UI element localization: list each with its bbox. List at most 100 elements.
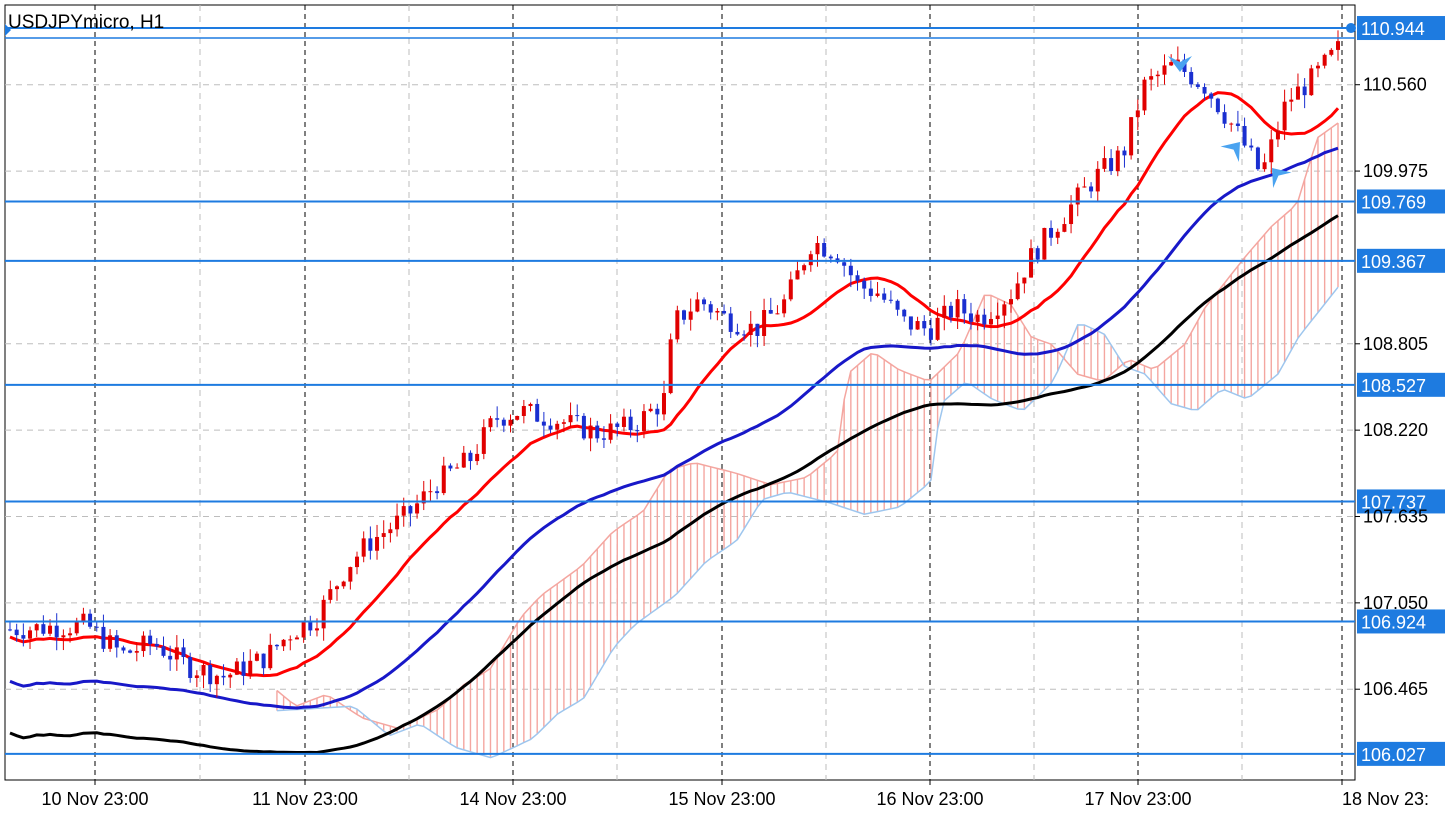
candle-body <box>675 310 680 340</box>
candle-body <box>455 467 460 469</box>
candle-body <box>768 310 773 314</box>
candle-body <box>375 536 380 551</box>
candle-body <box>1029 248 1034 278</box>
candle-body <box>321 599 326 629</box>
candle-body <box>201 664 206 676</box>
candle-body <box>501 419 506 426</box>
candle-body <box>862 280 867 289</box>
candle-body <box>148 635 153 644</box>
candle-body <box>121 647 126 651</box>
candle-body <box>842 262 847 266</box>
candle-body <box>1329 49 1334 55</box>
candle-body <box>261 653 266 669</box>
candle-body <box>328 589 333 600</box>
candle-body <box>521 406 526 416</box>
candle-body <box>815 242 820 255</box>
candle-body <box>461 452 466 468</box>
candle-body <box>361 538 366 557</box>
candle-body <box>948 305 953 318</box>
candle-body <box>688 311 693 320</box>
level-price-box <box>1357 741 1445 766</box>
candle-body <box>782 299 787 314</box>
candle-body <box>221 675 226 678</box>
candle-body <box>788 279 793 300</box>
candle-body <box>161 646 166 656</box>
candles <box>8 30 1340 698</box>
candle-body <box>1295 86 1300 100</box>
candle-body <box>928 328 933 340</box>
candle-body <box>241 661 246 676</box>
level-price-label: 107.737 <box>1361 492 1426 512</box>
x-tick-label: 17 Nov 23:00 <box>1084 789 1191 809</box>
candle-body <box>1322 54 1327 66</box>
candle-body <box>895 300 900 310</box>
candle-body <box>448 465 453 469</box>
up-arrow-icon <box>1220 142 1240 162</box>
candle-body <box>68 633 73 636</box>
level-price-box <box>1357 489 1445 514</box>
level-price-box <box>1357 16 1445 41</box>
candle-body <box>548 425 553 430</box>
candle-body <box>568 415 573 423</box>
candle-body <box>1195 84 1200 87</box>
candle-body <box>1229 123 1234 125</box>
candle-body <box>1162 65 1167 75</box>
level-price-box <box>1357 248 1445 273</box>
candle-body <box>8 629 12 631</box>
candle-body <box>488 418 493 428</box>
candle-body <box>628 416 633 431</box>
candle-body <box>1035 248 1040 260</box>
signal-arrows <box>1168 56 1292 188</box>
x-tick-label: 15 Nov 23:00 <box>668 789 775 809</box>
candle-body <box>682 310 687 320</box>
level-price-label: 108.527 <box>1361 376 1426 396</box>
candle-body <box>248 660 253 676</box>
ma-fast-line <box>9 91 1340 678</box>
candle-body <box>1109 158 1114 172</box>
level-price-label: 106.027 <box>1361 745 1426 765</box>
candle-body <box>314 628 319 631</box>
level-price-label: 110.944 <box>1361 19 1425 39</box>
candle-body <box>1289 99 1294 102</box>
candle-body <box>535 403 540 422</box>
level-price-label: 109.367 <box>1361 252 1426 272</box>
candle-body <box>935 317 940 340</box>
candle-body <box>1002 304 1007 316</box>
chart-title: USDJPYmicro, H1 <box>8 12 164 33</box>
candle-body <box>401 506 406 516</box>
x-tick-label: 10 Nov 23:00 <box>41 789 148 809</box>
candle-body <box>708 304 713 313</box>
candle-body <box>855 275 860 281</box>
candle-body <box>1336 41 1340 50</box>
candle-body <box>822 242 827 257</box>
candle-body <box>802 265 807 271</box>
candle-body <box>94 626 99 628</box>
price-handle-icon[interactable] <box>1346 23 1356 34</box>
candle-body <box>1102 158 1107 169</box>
candle-body <box>1222 112 1227 124</box>
candle-body <box>1155 74 1160 77</box>
candle-body <box>1089 186 1094 192</box>
y-tick-label: 108.220 <box>1363 420 1428 440</box>
candle-body <box>762 310 767 336</box>
candle-body <box>128 650 133 653</box>
candle-body <box>541 421 546 426</box>
x-tick-label: 14 Nov 23:00 <box>459 789 566 809</box>
candle-body <box>1309 68 1314 96</box>
horizontal-levels[interactable]: 110.944 109.769 109.367 108.527 107.737 106.9… <box>5 16 1445 766</box>
candle-body <box>1209 93 1214 99</box>
senkou-span-b <box>276 286 1339 759</box>
candle-body <box>395 515 400 530</box>
chart-shift-marker-icon <box>5 24 11 36</box>
candle-body <box>795 270 800 280</box>
level-price-label: 109.769 <box>1361 192 1426 212</box>
candle-body <box>962 299 967 314</box>
candle-body <box>968 313 973 322</box>
candle-body <box>661 393 666 415</box>
candle-body <box>1015 283 1020 300</box>
candle-body <box>601 438 606 440</box>
candle-body <box>1189 71 1194 85</box>
candle-body <box>308 622 313 631</box>
candle-body <box>1175 59 1180 63</box>
